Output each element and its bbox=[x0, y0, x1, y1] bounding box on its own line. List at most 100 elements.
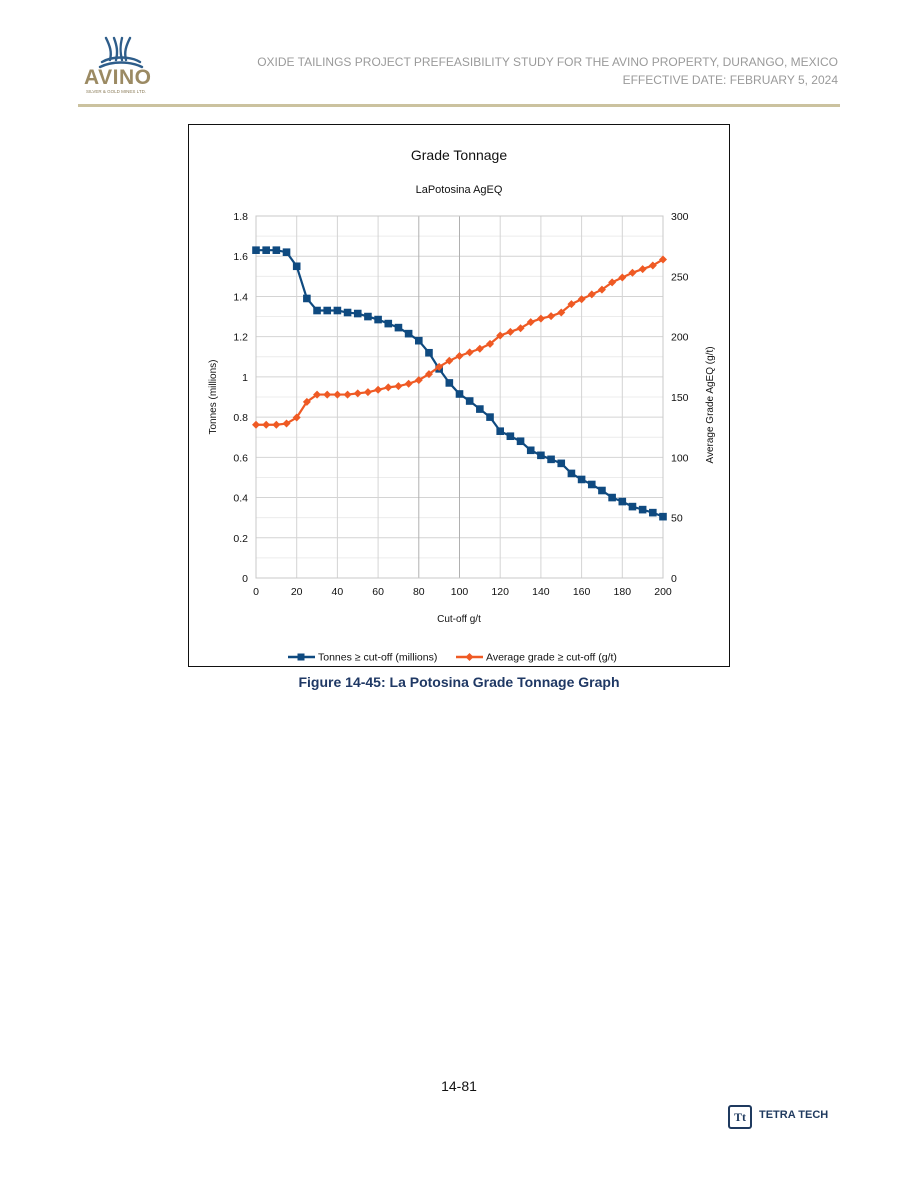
data-point-tonnes bbox=[303, 294, 311, 303]
x-tick-label: 160 bbox=[573, 586, 591, 598]
x-axis-label: Cut-off g/t bbox=[437, 614, 481, 625]
data-point-grade bbox=[353, 389, 362, 398]
data-point-tonnes bbox=[476, 405, 484, 413]
data-point-grade bbox=[648, 261, 657, 270]
logo-wordmark: AVINO bbox=[84, 66, 152, 89]
data-point-tonnes bbox=[587, 480, 596, 489]
y-tick-label: 0.6 bbox=[233, 452, 248, 464]
data-point-grade bbox=[536, 314, 545, 323]
data-point-grade bbox=[557, 308, 566, 317]
data-point-grade bbox=[496, 331, 505, 340]
data-point-grade bbox=[394, 382, 403, 391]
data-point-grade bbox=[363, 388, 372, 397]
data-point-grade bbox=[414, 376, 423, 385]
x-tick-label: 80 bbox=[413, 586, 425, 598]
data-point-grade bbox=[302, 397, 311, 406]
y2-tick-label: 50 bbox=[671, 513, 683, 525]
data-point-tonnes bbox=[425, 348, 433, 357]
x-tick-label: 120 bbox=[491, 586, 509, 598]
chart-axes: 00.20.40.60.811.21.41.61.805010015020025… bbox=[233, 211, 688, 598]
x-tick-label: 20 bbox=[291, 586, 303, 598]
y-tick-label: 0.2 bbox=[233, 533, 248, 545]
y-tick-label: 1.8 bbox=[233, 211, 248, 223]
data-point-grade bbox=[343, 390, 352, 399]
data-point-grade bbox=[526, 318, 535, 327]
chart-legend: Tonnes ≥ cut-off (millions) Average grad… bbox=[288, 652, 617, 664]
y2-tick-label: 100 bbox=[671, 452, 689, 464]
y-tick-label: 0.8 bbox=[233, 412, 248, 424]
data-point-tonnes bbox=[608, 493, 616, 502]
data-point-grade bbox=[455, 351, 464, 360]
data-point-grade bbox=[597, 285, 606, 294]
data-point-tonnes bbox=[374, 315, 382, 324]
data-point-grade bbox=[587, 290, 596, 299]
y-tick-label: 1.6 bbox=[233, 251, 248, 263]
data-point-tonnes bbox=[618, 497, 627, 506]
data-point-tonnes bbox=[394, 323, 403, 332]
data-point-grade bbox=[435, 362, 444, 371]
page-number: 14-81 bbox=[441, 1078, 477, 1094]
data-point-tonnes bbox=[343, 308, 352, 317]
x-tick-label: 40 bbox=[332, 586, 344, 598]
data-point-tonnes bbox=[638, 505, 647, 514]
data-point-tonnes bbox=[333, 306, 342, 315]
data-point-grade bbox=[638, 265, 647, 274]
chart-title: Grade Tonnage bbox=[411, 147, 507, 163]
data-point-tonnes bbox=[486, 413, 494, 421]
data-point-tonnes bbox=[455, 390, 464, 398]
plot-area bbox=[255, 215, 664, 579]
y2-tick-label: 250 bbox=[671, 271, 689, 283]
data-point-tonnes bbox=[496, 427, 504, 435]
y2-tick-label: 0 bbox=[671, 573, 677, 585]
data-point-grade bbox=[465, 348, 474, 357]
data-point-tonnes bbox=[445, 379, 454, 387]
legend-grade-label: Average grade ≥ cut-off (g/t) bbox=[486, 652, 617, 664]
data-point-tonnes bbox=[537, 451, 545, 460]
data-point-grade bbox=[282, 419, 291, 428]
data-point-tonnes bbox=[567, 469, 576, 478]
header-effective-date: EFFECTIVE DATE: FEBRUARY 5, 2024 bbox=[622, 73, 838, 87]
data-point-tonnes bbox=[577, 475, 586, 484]
y2-tick-label: 150 bbox=[671, 392, 689, 404]
data-point-tonnes bbox=[547, 455, 555, 464]
data-point-grade bbox=[445, 356, 454, 365]
data-point-tonnes bbox=[323, 306, 332, 315]
avino-logo: AVINO SILVER & GOLD MINES LTD. bbox=[84, 36, 158, 98]
data-point-grade bbox=[516, 324, 525, 333]
header-title: OXIDE TAILINGS PROJECT PREFEASIBILITY ST… bbox=[257, 55, 838, 69]
data-point-tonnes bbox=[516, 437, 525, 446]
chart-series bbox=[252, 246, 667, 521]
data-point-grade bbox=[628, 268, 637, 277]
data-point-grade bbox=[547, 312, 556, 321]
tetra-tech-logo: Tt TETRA TECH bbox=[728, 1105, 832, 1131]
avino-emblem-icon bbox=[98, 36, 144, 69]
data-point-grade bbox=[577, 295, 586, 304]
x-tick-label: 100 bbox=[451, 586, 469, 598]
y-tick-label: 1.4 bbox=[233, 291, 248, 303]
data-point-grade bbox=[486, 339, 495, 348]
legend-tonnes-marker bbox=[297, 653, 305, 661]
y-tick-label: 1.2 bbox=[233, 332, 248, 344]
data-point-tonnes bbox=[252, 246, 260, 254]
data-point-grade bbox=[567, 300, 576, 309]
data-point-tonnes bbox=[313, 306, 321, 315]
data-point-grade bbox=[608, 278, 617, 287]
data-point-tonnes bbox=[659, 512, 667, 521]
data-point-grade bbox=[618, 273, 627, 282]
data-point-tonnes bbox=[415, 336, 423, 345]
data-point-grade bbox=[384, 383, 393, 392]
x-tick-label: 200 bbox=[654, 586, 672, 598]
data-point-grade bbox=[506, 327, 515, 336]
data-point-tonnes bbox=[506, 432, 515, 441]
y-axis-label: Tonnes (millions) bbox=[208, 359, 219, 434]
data-point-grade bbox=[333, 390, 342, 399]
data-point-tonnes bbox=[384, 319, 393, 328]
data-point-tonnes bbox=[262, 246, 270, 254]
data-point-tonnes bbox=[272, 246, 281, 254]
legend-grade-marker bbox=[465, 653, 474, 661]
data-point-grade bbox=[313, 390, 322, 399]
data-point-tonnes bbox=[292, 262, 301, 271]
data-point-grade bbox=[475, 344, 484, 353]
y-tick-label: 1 bbox=[242, 372, 248, 384]
data-point-tonnes bbox=[628, 502, 637, 511]
